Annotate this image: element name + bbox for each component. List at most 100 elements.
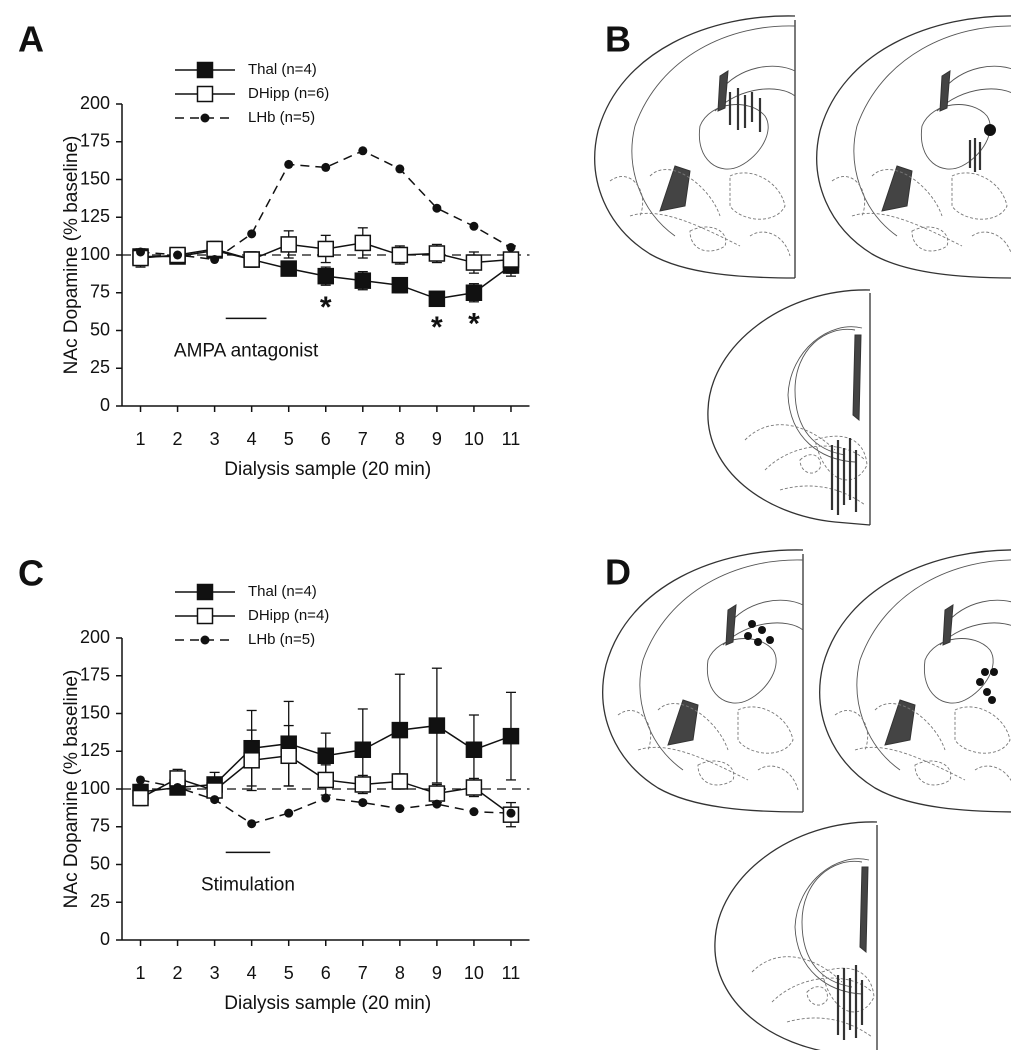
data-point (358, 798, 368, 808)
x-tick-label: 4 (247, 429, 257, 449)
x-tick-label: 11 (502, 963, 521, 983)
data-point (395, 164, 405, 174)
y-tick-label: 50 (90, 319, 110, 339)
data-point (173, 782, 183, 792)
x-tick-label: 2 (173, 429, 183, 449)
data-point (280, 236, 297, 253)
legend-marker (200, 635, 210, 645)
x-tick-label: 6 (321, 429, 331, 449)
y-tick-label: 25 (90, 891, 110, 911)
brain-section (707, 289, 871, 526)
legend-label: Thal (n=4) (248, 61, 317, 78)
data-point (317, 771, 334, 789)
data-point (173, 250, 183, 260)
significance-mark: * (468, 308, 480, 341)
data-point (465, 284, 483, 301)
data-point (469, 221, 479, 231)
placement-dots (744, 620, 998, 704)
data-point (136, 247, 146, 257)
data-point (428, 785, 446, 802)
x-tick-label: 5 (284, 429, 294, 449)
x-axis-title: Dialysis sample (20 min) (224, 459, 431, 480)
legend-label: DHipp (n=6) (248, 85, 329, 102)
y-tick-label: 125 (80, 206, 110, 226)
brain-section (602, 549, 804, 813)
data-point (428, 245, 446, 262)
x-tick-label: 3 (210, 429, 220, 449)
treatment-label: AMPA antagonist (174, 340, 319, 361)
data-point (428, 290, 446, 308)
x-tick-label: 1 (136, 429, 146, 449)
x-tick-label: 7 (358, 963, 368, 983)
y-tick-label: 175 (80, 131, 110, 151)
data-point (321, 793, 331, 803)
y-tick-label: 75 (90, 282, 110, 302)
legend-marker (196, 607, 214, 625)
brain-section (714, 821, 878, 1050)
data-point (502, 727, 520, 745)
x-tick-label: 3 (210, 963, 220, 983)
x-tick-label: 9 (432, 429, 442, 449)
data-point (432, 799, 442, 809)
data-point (465, 254, 483, 271)
data-point (354, 272, 372, 289)
brain-section (816, 15, 1011, 279)
data-point (395, 804, 405, 814)
x-tick-label: 10 (464, 429, 484, 449)
data-point (354, 776, 372, 793)
data-point (206, 240, 223, 258)
x-tick-label: 8 (395, 429, 405, 449)
significance-mark: * (431, 311, 443, 344)
x-tick-label: 4 (247, 963, 257, 983)
data-point (284, 159, 294, 169)
panel-label: B (605, 19, 631, 60)
y-axis-title: NAc Dopamine (% baseline) (61, 136, 82, 375)
legend-marker (196, 583, 214, 601)
y-tick-label: 25 (90, 357, 110, 377)
data-point (354, 234, 372, 252)
significance-mark: * (320, 291, 332, 324)
data-point (469, 807, 479, 817)
legend-marker (200, 113, 210, 123)
data-point (132, 789, 149, 807)
treatment-label: Stimulation (201, 874, 295, 895)
legend-marker (196, 85, 214, 103)
x-tick-label: 11 (502, 429, 521, 449)
data-point (391, 773, 409, 790)
x-tick-label: 1 (136, 963, 146, 983)
electrode-tracks (728, 88, 982, 515)
y-tick-label: 100 (80, 778, 110, 798)
x-tick-label: 7 (358, 429, 368, 449)
y-tick-label: 175 (80, 665, 110, 685)
panel-label: C (18, 553, 44, 594)
x-tick-label: 2 (173, 963, 183, 983)
data-point (502, 251, 520, 268)
data-point (280, 260, 297, 277)
y-tick-label: 0 (100, 395, 110, 415)
data-point (391, 246, 409, 264)
y-tick-label: 200 (80, 93, 110, 113)
data-point (317, 267, 334, 285)
data-point (317, 240, 334, 258)
data-point (391, 276, 409, 294)
y-tick-label: 50 (90, 853, 110, 873)
data-point (321, 162, 331, 172)
legend-label: Thal (n=4) (248, 583, 317, 600)
y-tick-label: 100 (80, 244, 110, 264)
y-tick-label: 75 (90, 816, 110, 836)
panel-label: D (605, 552, 631, 593)
data-point (506, 808, 516, 818)
x-tick-label: 8 (395, 963, 405, 983)
x-tick-label: 9 (432, 963, 442, 983)
y-axis-title: NAc Dopamine (% baseline) (61, 670, 82, 909)
y-tick-label: 150 (80, 168, 110, 188)
x-axis-title: Dialysis sample (20 min) (224, 993, 431, 1014)
legend-label: LHb (n=5) (248, 631, 315, 648)
data-point (247, 229, 257, 239)
data-point (210, 255, 220, 265)
legend-label: DHipp (n=4) (248, 607, 329, 624)
data-point (465, 741, 483, 758)
data-point (506, 242, 516, 252)
electrode-tracks (836, 965, 864, 1040)
